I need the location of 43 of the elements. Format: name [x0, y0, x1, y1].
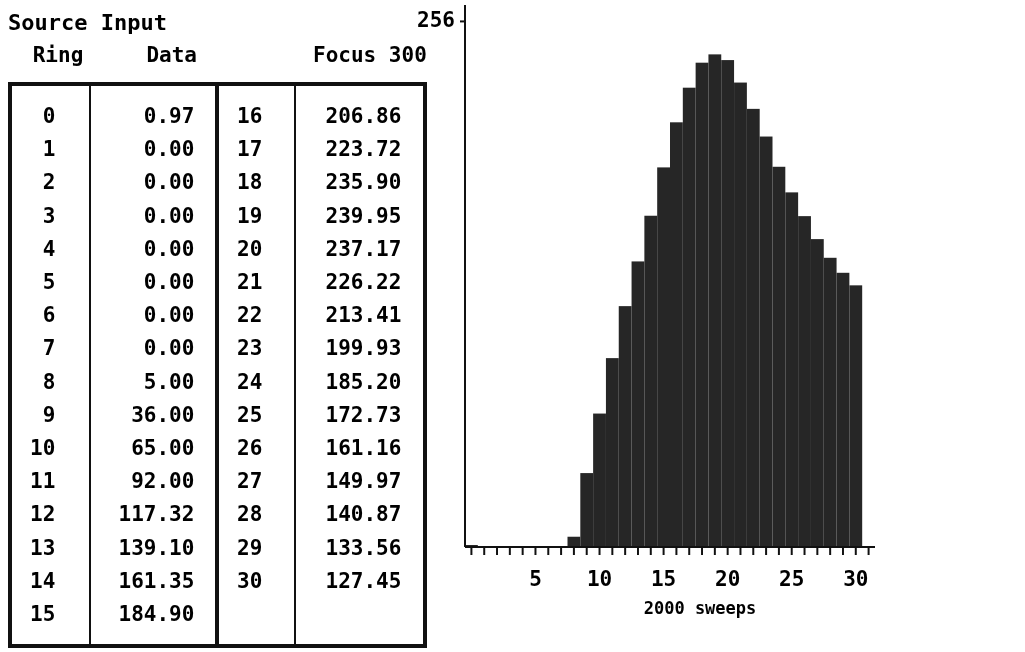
- text: 4 0.00: [30, 236, 195, 261]
- text: Focus 300: [313, 43, 427, 67]
- text: 18 235.90: [237, 170, 402, 195]
- text: 29 133.56: [237, 535, 402, 560]
- text: 16 206.86: [237, 104, 402, 128]
- text: Source Input: [8, 10, 167, 35]
- text: 10 65.00: [30, 436, 195, 460]
- text: 25 172.73: [237, 402, 402, 427]
- text: 3 0.00: [30, 203, 195, 228]
- text: 19 239.95: [237, 203, 402, 228]
- text: 21 226.22: [237, 270, 402, 294]
- text: 13 139.10: [30, 535, 195, 560]
- x-tick-label: 15: [650, 567, 677, 591]
- text: Ring: [32, 43, 84, 67]
- text: 22 213.41: [237, 303, 402, 328]
- x-axis-title: 2000 sweeps: [643, 598, 757, 618]
- x-tick-label: 20: [715, 567, 741, 591]
- text: 12 117.32: [30, 502, 195, 527]
- text: 14 161.35: [30, 568, 195, 593]
- x-tick-label: 25: [779, 567, 805, 591]
- x-tick-label: 5: [529, 567, 542, 591]
- text: 6 0.00: [30, 303, 195, 328]
- text: 8 5.00: [30, 369, 195, 394]
- text: 24 185.20: [237, 369, 402, 394]
- text: 2 0.00: [30, 170, 195, 195]
- text: 5 0.00: [30, 270, 195, 294]
- text: 26 161.16: [237, 436, 402, 460]
- text: Data: [146, 43, 197, 67]
- text: 15 184.90: [30, 602, 195, 626]
- x-tick-label: 30: [843, 567, 869, 591]
- text: 1 0.00: [30, 137, 195, 162]
- text: 23 199.93: [237, 336, 402, 361]
- text: 27 149.97: [237, 469, 402, 494]
- x-tick-label: 10: [586, 567, 613, 591]
- text: 11 92.00: [30, 469, 195, 494]
- text: 20 237.17: [237, 236, 402, 261]
- text: 28 140.87: [237, 502, 402, 527]
- text: 17 223.72: [237, 137, 402, 162]
- text: 30 127.45: [237, 568, 402, 593]
- text: 9 36.00: [30, 402, 195, 427]
- y-tick-label: 256: [417, 8, 455, 33]
- text: 7 0.00: [30, 336, 195, 361]
- text: 0 0.97: [30, 104, 195, 128]
